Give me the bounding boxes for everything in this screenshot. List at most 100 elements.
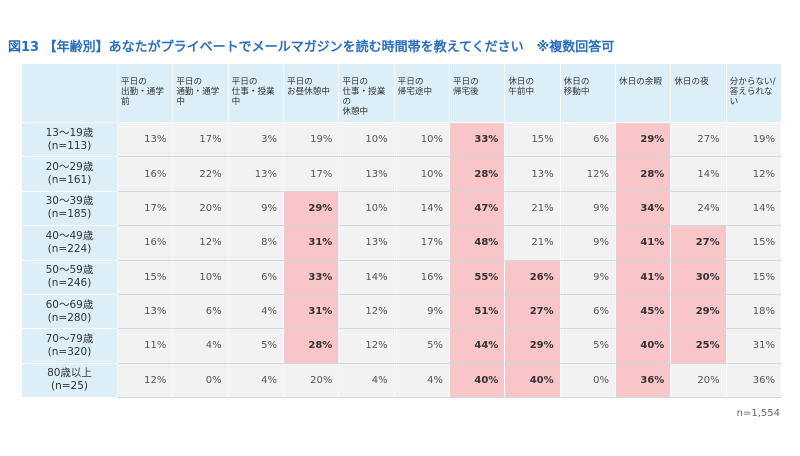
table-cell: 12%	[726, 157, 782, 192]
data-table: 平日の 出勤・通学前 平日の 通勤・通学中 平日の 仕事・授業中 平日の お昼休憩中平…	[22, 64, 782, 398]
table-cell: 22%	[173, 157, 229, 192]
table-cell: 9%	[560, 260, 616, 295]
table-cell-highlighted: 51%	[449, 294, 506, 330]
table-cell: 18%	[726, 294, 782, 330]
row-label: 80歳以上 (n=25)	[22, 363, 118, 398]
table-cell-highlighted: 45%	[615, 294, 672, 330]
table-cell-highlighted: 28%	[283, 329, 340, 364]
table-cell: 4%	[228, 363, 284, 398]
table-cell: 6%	[173, 294, 229, 330]
column-header: 分からない/ 答えられな い	[726, 64, 782, 123]
table-cell-highlighted: 29%	[283, 191, 340, 227]
column-header: 休日の夜	[671, 64, 727, 123]
row-label: 40～49歳 (n=224)	[22, 226, 118, 261]
table-cell: 4%	[173, 329, 229, 364]
table-cell-highlighted: 29%	[671, 294, 727, 330]
table-cell: 12%	[173, 226, 229, 261]
table-cell: 5%	[560, 329, 616, 364]
table-cell-highlighted: 31%	[283, 226, 340, 261]
table-cell: 14%	[726, 191, 782, 227]
column-header: 休日の余暇	[615, 64, 672, 123]
table-cell-highlighted: 48%	[449, 226, 506, 261]
table-cell-highlighted: 55%	[449, 260, 506, 295]
table-cell: 12%	[339, 294, 395, 330]
table-cell: 6%	[560, 294, 616, 330]
table-cell-highlighted: 44%	[449, 329, 506, 364]
column-header: 平日の 仕事・授業の 休憩中	[339, 64, 395, 123]
table-cell: 8%	[228, 226, 284, 261]
table-cell-highlighted: 25%	[671, 329, 727, 364]
table-cell: 21%	[505, 226, 561, 261]
table-cell: 15%	[505, 123, 561, 158]
table-cell: 19%	[283, 123, 340, 158]
table-cell-highlighted: 33%	[449, 123, 506, 158]
table-cell-highlighted: 33%	[283, 260, 340, 295]
table-cell: 6%	[228, 260, 284, 295]
table-cell: 13%	[228, 157, 284, 192]
table-cell: 4%	[394, 363, 450, 398]
table-cell: 27%	[671, 123, 727, 158]
table-cell: 5%	[228, 329, 284, 364]
column-header: 平日の 帰宅後	[449, 64, 506, 123]
column-header: 休日の 午前中	[505, 64, 561, 123]
table-cell: 13%	[118, 294, 174, 330]
table-cell-highlighted: 29%	[505, 329, 561, 364]
table-cell: 9%	[560, 191, 616, 227]
table-cell: 15%	[726, 226, 782, 261]
table-cell-highlighted: 27%	[505, 294, 561, 330]
table-cell-highlighted: 40%	[615, 329, 672, 364]
table-cell-highlighted: 40%	[449, 363, 506, 398]
table-cell: 14%	[671, 157, 727, 192]
table-cell: 17%	[173, 123, 229, 158]
row-label: 50～59歳 (n=246)	[22, 260, 118, 295]
table-cell: 3%	[228, 123, 284, 158]
table-cell-highlighted: 30%	[671, 260, 727, 295]
table-cell: 13%	[339, 226, 395, 261]
table-cell: 17%	[283, 157, 340, 192]
table-cell-highlighted: 40%	[505, 363, 561, 398]
table-cell: 6%	[560, 123, 616, 158]
table-cell: 12%	[560, 157, 616, 192]
row-label: 13～19歳 (n=113)	[22, 123, 118, 158]
row-label: 20～29歳 (n=161)	[22, 157, 118, 192]
table-cell-highlighted: 26%	[505, 260, 561, 295]
table-cell: 10%	[394, 123, 450, 158]
table-cell: 0%	[173, 363, 229, 398]
table-cell: 31%	[726, 329, 782, 364]
table-cell-highlighted: 27%	[671, 226, 727, 261]
table-cell: 16%	[394, 260, 450, 295]
table-cell: 14%	[339, 260, 395, 295]
table-cell: 20%	[671, 363, 727, 398]
column-header: 平日の 出勤・通学前	[118, 64, 174, 123]
table-cell: 16%	[118, 226, 174, 261]
table-cell: 20%	[173, 191, 229, 227]
table-cell: 9%	[560, 226, 616, 261]
table-cell: 10%	[173, 260, 229, 295]
chart-title: 図13 【年齢別】あなたがプライベートでメールマガジンを読む時間帯を教えてくださ…	[8, 40, 615, 55]
table-cell: 10%	[394, 157, 450, 192]
column-header: 平日の 仕事・授業中	[228, 64, 284, 123]
table-cell: 15%	[118, 260, 174, 295]
table-cell-highlighted: 28%	[615, 157, 672, 192]
table-cell-highlighted: 36%	[615, 363, 672, 398]
table-cell: 5%	[394, 329, 450, 364]
table-cell: 36%	[726, 363, 782, 398]
table-cell: 4%	[228, 294, 284, 330]
table-cell: 13%	[118, 123, 174, 158]
table-cell: 17%	[118, 191, 174, 227]
row-label: 70～79歳 (n=320)	[22, 329, 118, 364]
row-label: 30～39歳 (n=185)	[22, 191, 118, 227]
column-header: 平日の お昼休憩中	[283, 64, 340, 123]
table-cell: 11%	[118, 329, 174, 364]
table-cell: 24%	[671, 191, 727, 227]
table-cell-highlighted: 41%	[615, 226, 672, 261]
row-label: 60～69歳 (n=280)	[22, 294, 118, 330]
table-cell: 19%	[726, 123, 782, 158]
table-cell: 17%	[394, 226, 450, 261]
table-cell: 14%	[394, 191, 450, 227]
table-cell-highlighted: 47%	[449, 191, 506, 227]
table-corner	[22, 64, 118, 123]
table-cell: 9%	[394, 294, 450, 330]
table-cell: 20%	[283, 363, 340, 398]
table-cell: 16%	[118, 157, 174, 192]
